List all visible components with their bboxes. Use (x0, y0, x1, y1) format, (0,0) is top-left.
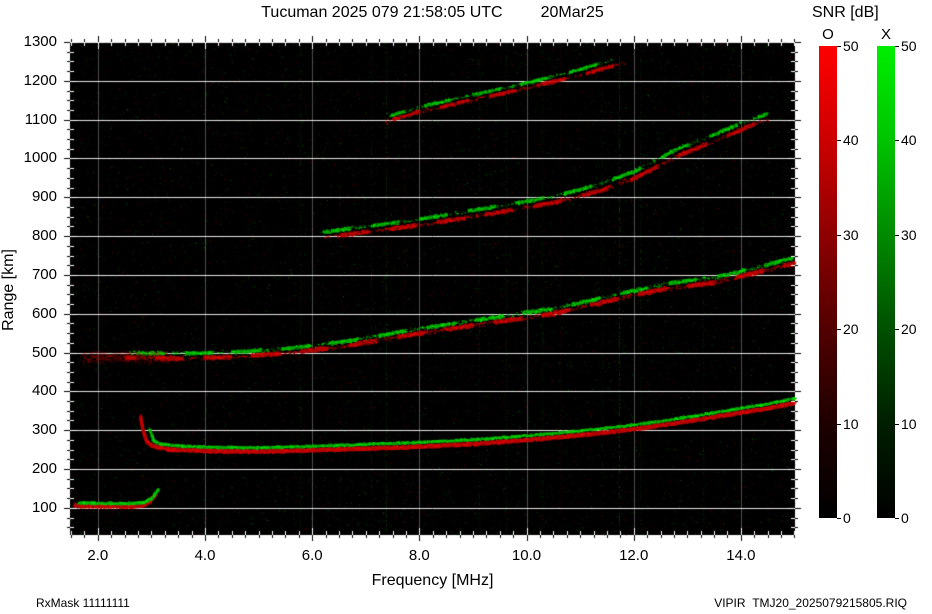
colorbar-tick-mark (837, 518, 841, 519)
y-tick-label: 1300 (23, 33, 57, 50)
o-colorbar-gradient (819, 46, 837, 518)
colorbar-tick-mark (837, 140, 841, 141)
colorbar-tick-mark (895, 329, 899, 330)
ionogram-plot (60, 32, 805, 545)
x-tick-label: 2.0 (87, 547, 109, 564)
colorbar-tick-mark (837, 235, 841, 236)
colorbar-tick-label: 0 (843, 510, 851, 526)
snr-colorbar-title: SNR [dB] (812, 4, 879, 21)
colorbar-tick-label: 50 (901, 38, 917, 54)
y-tick-label: 600 (31, 304, 57, 322)
colorbar-tick-mark (837, 46, 841, 47)
colorbar-tick-mark (837, 424, 841, 425)
title-date: 20Mar25 (540, 4, 604, 21)
x-tick-label: 6.0 (301, 547, 323, 564)
plot-title: Tucuman 2025 079 21:58:05 UTC 20Mar25 (60, 4, 805, 22)
y-tick-label: 1200 (23, 71, 57, 89)
y-tick-label: 400 (31, 382, 57, 400)
x-colorbar-gradient (877, 46, 895, 518)
colorbar-tick-label: 10 (843, 415, 859, 432)
y-tick-label: 200 (31, 460, 57, 477)
x-tick-label: 10.0 (511, 547, 542, 564)
rxmask-label: RxMask 11111111 (36, 596, 130, 610)
colorbar-tick-label: 40 (901, 132, 917, 149)
filename-label: VIPIR TMJ20_2025079215805.RIQ (714, 596, 907, 610)
colorbar-tick-mark (895, 140, 899, 141)
frequency-axis-label: Frequency [MHz] (371, 572, 494, 589)
colorbar-tick-label: 0 (901, 510, 909, 526)
o-mode-label: O (822, 26, 834, 43)
y-tick-label: 300 (31, 421, 57, 439)
colorbar-tick-label: 20 (901, 321, 917, 338)
y-tick-label: 1000 (23, 149, 57, 167)
colorbar-tick-mark (895, 518, 899, 519)
colorbar-tick-label: 30 (843, 226, 859, 243)
y-tick-label: 100 (31, 498, 57, 516)
colorbar-tick-label: 10 (901, 415, 917, 432)
colorbar-tick-mark (895, 46, 899, 47)
y-tick-label: 1100 (24, 110, 57, 128)
y-tick-label: 800 (31, 227, 57, 245)
colorbar-tick-mark (837, 329, 841, 330)
title-station-time: Tucuman 2025 079 21:58:05 UTC (261, 4, 503, 21)
y-tick-label: 500 (31, 343, 57, 361)
colorbar-tick-label: 30 (901, 226, 917, 243)
x-tick-label: 14.0 (726, 547, 756, 564)
colorbar-tick-label: 20 (843, 321, 859, 338)
colorbar-tick-label: 50 (843, 38, 859, 54)
colorbar-tick-label: 40 (843, 132, 859, 149)
y-tick-label: 900 (31, 188, 57, 206)
x-mode-label: X (880, 26, 891, 43)
colorbar-tick-mark (895, 235, 899, 236)
y-tick-label: 700 (31, 265, 57, 283)
x-tick-label: 8.0 (408, 547, 430, 564)
x-tick-label: 4.0 (194, 547, 216, 564)
colorbar-tick-mark (895, 424, 899, 425)
x-tick-label: 12.0 (619, 547, 649, 564)
